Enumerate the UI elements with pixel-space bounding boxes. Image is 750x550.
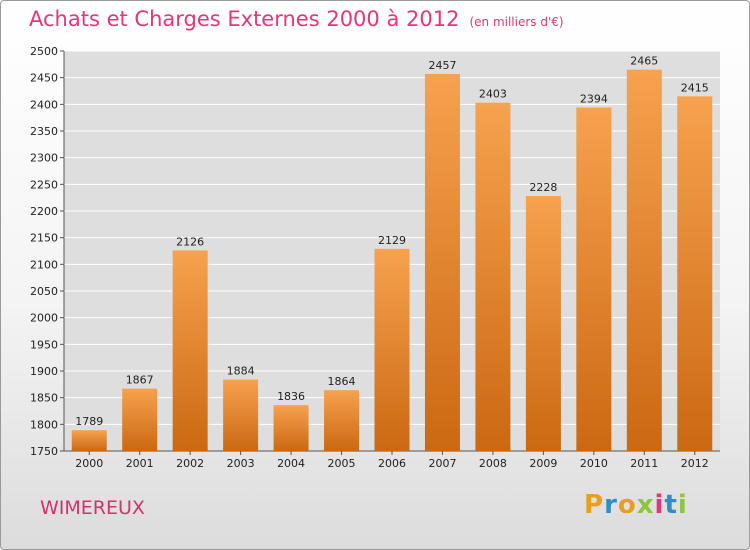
logo-letter: t	[664, 490, 678, 520]
y-tick-label: 2450	[30, 72, 58, 85]
x-tick-label: 2005	[328, 457, 356, 470]
logo-letter: o	[617, 490, 637, 520]
y-tick-label: 2150	[30, 232, 58, 245]
x-tick-label: 2010	[580, 457, 608, 470]
chart-title: Achats et Charges Externes 2000 à 2012	[29, 7, 460, 31]
logo-letter: r	[604, 490, 618, 520]
x-tick-label: 2011	[630, 457, 658, 470]
x-tick-label: 2003	[227, 457, 255, 470]
x-tick-label: 2004	[277, 457, 305, 470]
bar	[374, 248, 410, 451]
data-label: 2228	[529, 181, 557, 194]
logo-letter: i	[654, 490, 665, 520]
x-tick-label: 2012	[681, 457, 709, 470]
x-tick-label: 2008	[479, 457, 507, 470]
data-label: 2465	[630, 55, 658, 68]
commune-name: WIMEREUX	[40, 497, 145, 519]
logo-letter: x	[636, 490, 655, 520]
y-tick-label: 1900	[30, 365, 58, 378]
bar	[626, 69, 662, 452]
y-tick-label: 1850	[30, 392, 58, 405]
data-label: 1884	[227, 365, 255, 378]
y-tick-label: 2350	[30, 125, 58, 138]
proxiti-logo: Proxiti	[584, 490, 688, 520]
bar	[273, 405, 309, 451]
chart-subtitle: (en milliers d'€)	[469, 15, 564, 29]
data-label: 1864	[328, 375, 356, 388]
data-label: 2126	[176, 235, 204, 248]
y-tick-label: 1800	[30, 418, 58, 431]
y-tick-label: 1750	[30, 445, 58, 458]
bar	[525, 196, 561, 451]
data-label: 1836	[277, 390, 305, 403]
bar	[576, 107, 612, 452]
y-tick-label: 2200	[30, 205, 58, 218]
data-label: 1789	[75, 415, 103, 428]
logo-letter: P	[584, 490, 605, 520]
x-tick-label: 2001	[126, 457, 154, 470]
data-label: 2457	[428, 59, 456, 72]
y-tick-label: 2100	[30, 258, 58, 271]
bar	[677, 96, 713, 451]
title-row: Achats et Charges Externes 2000 à 2012 (e…	[29, 7, 564, 31]
bar	[475, 102, 511, 451]
bar	[122, 388, 158, 451]
y-tick-label: 2250	[30, 178, 58, 191]
logo-letter: i	[677, 490, 688, 520]
data-label: 2403	[479, 88, 507, 101]
y-tick-label: 1950	[30, 338, 58, 351]
x-tick-label: 2002	[176, 457, 204, 470]
y-tick-label: 2000	[30, 312, 58, 325]
data-label: 2394	[580, 93, 608, 106]
data-label: 2129	[378, 234, 406, 247]
bar	[223, 379, 259, 451]
bar	[424, 73, 460, 451]
bar	[71, 430, 107, 451]
x-tick-label: 2007	[428, 457, 456, 470]
y-tick-label: 2050	[30, 285, 58, 298]
bar	[324, 390, 360, 451]
y-tick-label: 2400	[30, 98, 58, 111]
x-tick-label: 2006	[378, 457, 406, 470]
y-tick-label: 2500	[30, 45, 58, 58]
x-tick-label: 2000	[75, 457, 103, 470]
data-label: 2415	[681, 81, 709, 94]
x-tick-label: 2009	[529, 457, 557, 470]
data-label: 1867	[126, 374, 154, 387]
y-tick-label: 2300	[30, 152, 58, 165]
bar	[172, 250, 208, 451]
